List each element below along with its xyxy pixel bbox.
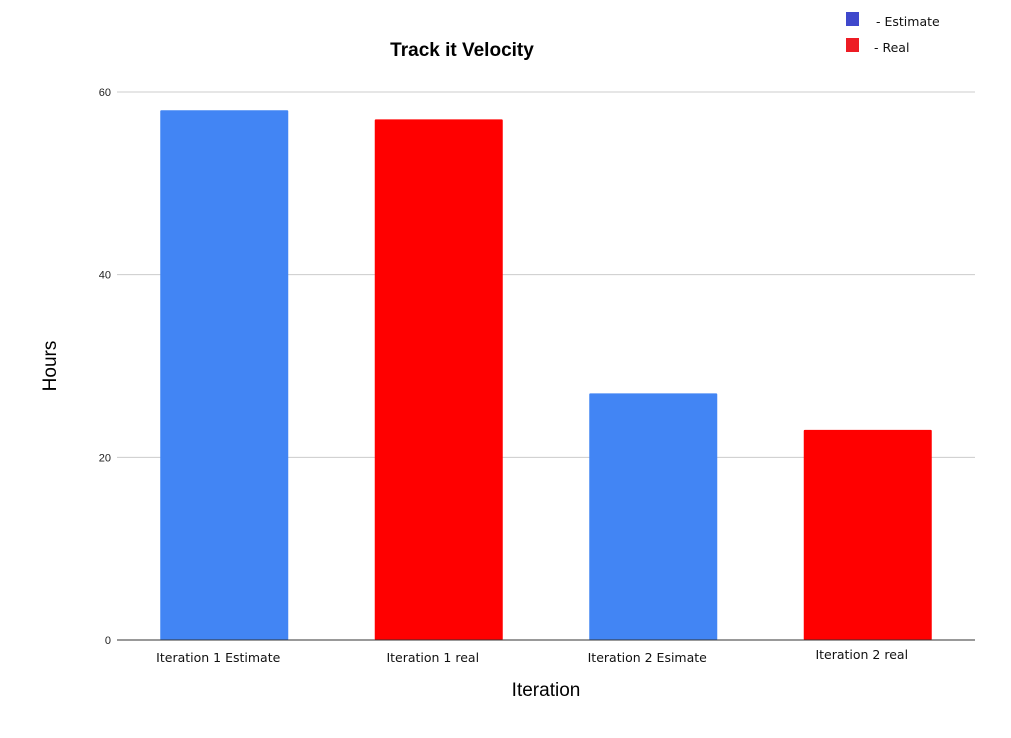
y-tick-label: 60 xyxy=(99,87,111,99)
x-tick-label: Iteration 1 real xyxy=(386,650,479,665)
legend-label: - Estimate xyxy=(876,14,940,29)
bar xyxy=(374,119,503,640)
y-tick-labels: 0 20 40 60 xyxy=(99,87,111,647)
x-tick-label: Iteration 2 real xyxy=(815,647,908,662)
x-tick-label: Iteration 2 Esimate xyxy=(588,650,708,665)
legend-swatch xyxy=(846,38,859,52)
y-axis-title: Hours xyxy=(40,341,61,392)
bar xyxy=(160,110,289,641)
legend: - Estimate - Real xyxy=(846,12,940,55)
legend-label: - Real xyxy=(874,40,909,55)
bar xyxy=(803,429,932,640)
bar xyxy=(589,393,718,640)
legend-swatch xyxy=(846,12,859,26)
y-tick-label: 0 xyxy=(105,635,111,647)
x-axis-title: Iteration xyxy=(512,680,581,701)
x-tick-label: Iteration 1 Estimate xyxy=(156,650,280,665)
chart-title: Track it Velocity xyxy=(390,40,534,61)
x-tick-labels: Iteration 1 Estimate Iteration 1 real Iter… xyxy=(156,647,908,665)
y-tick-label: 40 xyxy=(99,270,111,282)
bars xyxy=(160,110,932,641)
y-tick-label: 20 xyxy=(99,452,111,464)
